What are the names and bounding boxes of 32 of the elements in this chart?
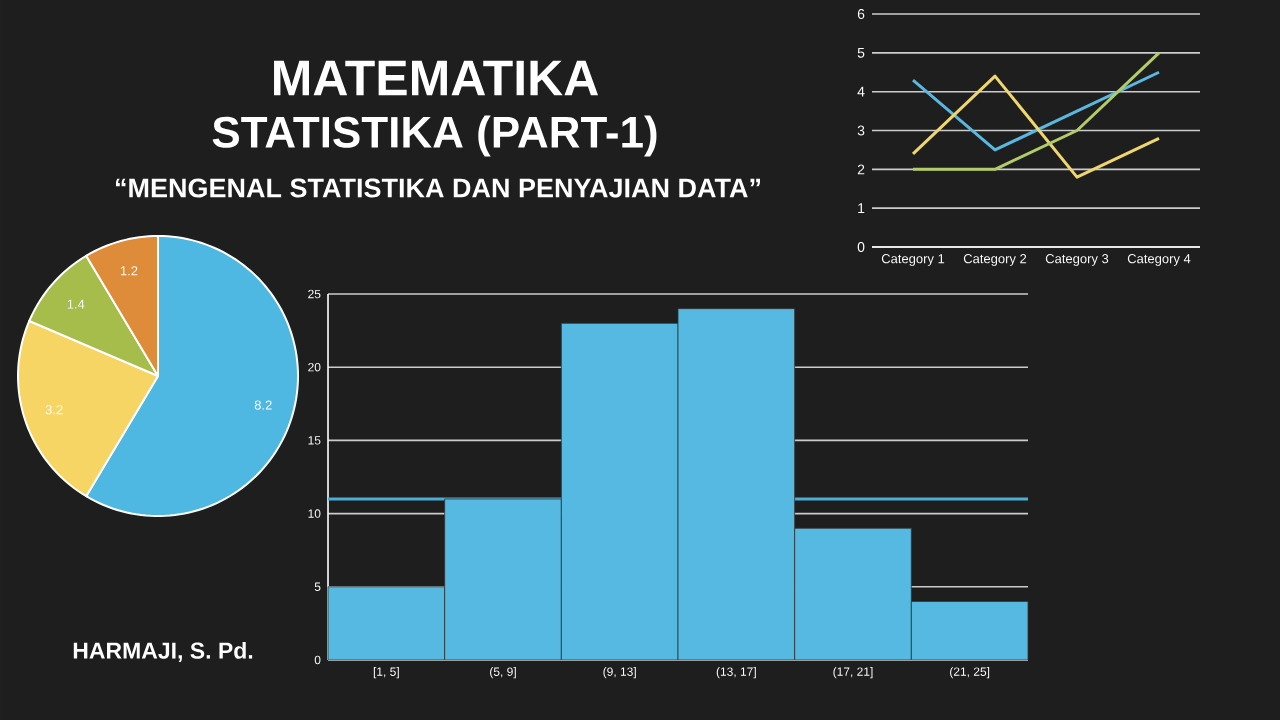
data-label: 8.2 bbox=[254, 400, 272, 410]
y-tick-label: 6 bbox=[857, 9, 865, 19]
y-tick-label: 5 bbox=[857, 47, 865, 58]
y-tick-label: 3 bbox=[857, 125, 865, 136]
data-label: 1.2 bbox=[120, 266, 138, 276]
x-tick-label: (13, 17] bbox=[716, 667, 756, 679]
y-tick-label: 5 bbox=[314, 582, 321, 591]
y-tick-label: 4 bbox=[857, 86, 865, 97]
x-tick-label: (21, 25] bbox=[950, 667, 990, 679]
x-tick-label: (9, 13] bbox=[603, 667, 636, 679]
y-tick-label: 2 bbox=[857, 164, 865, 175]
data-label: 3.2 bbox=[45, 405, 63, 415]
y-tick-label: 20 bbox=[308, 362, 321, 372]
text: HARMAJI, S. Pd. bbox=[73, 641, 253, 663]
x-tick-label: (5, 9] bbox=[490, 667, 516, 679]
y-tick-label: 0 bbox=[857, 242, 865, 252]
y-tick-label: 1 bbox=[858, 203, 865, 213]
x-tick-label: Category 3 bbox=[1045, 254, 1109, 266]
data-label: 1.4 bbox=[67, 299, 85, 309]
x-tick-label: Category 4 bbox=[1127, 254, 1191, 266]
x-tick-label: Category 1 bbox=[881, 254, 945, 266]
x-tick-label: Category 2 bbox=[963, 254, 1027, 266]
text: “MENGENAL STATISTIKA DAN PENYAJIAN DATA” bbox=[115, 178, 760, 198]
y-tick-label: 0 bbox=[314, 655, 321, 665]
y-tick-label: 15 bbox=[308, 436, 321, 445]
y-tick-label: 10 bbox=[308, 509, 321, 518]
line-series bbox=[911, 74, 1161, 179]
text: STATISTIKA (PART-1) bbox=[212, 115, 657, 157]
x-tick-label: (17, 21] bbox=[833, 667, 873, 679]
y-tick-label: 25 bbox=[308, 289, 321, 299]
text: MATEMATIKA bbox=[274, 60, 599, 96]
x-tick-label: [1, 5] bbox=[373, 667, 399, 679]
